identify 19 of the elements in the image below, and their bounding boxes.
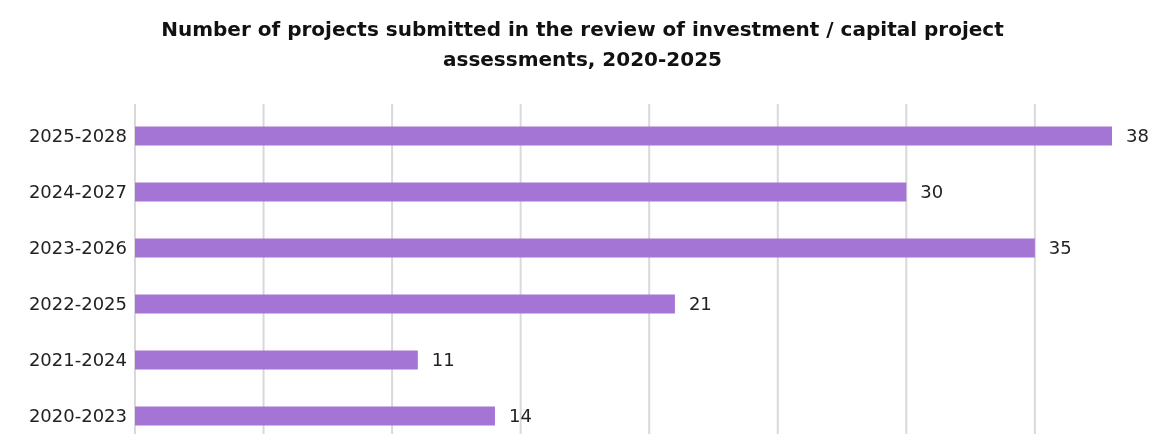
y-tick-label: 2024-2027 [28, 181, 127, 203]
bar [135, 294, 675, 314]
bar [135, 182, 907, 202]
data-label: 38 [1126, 125, 1149, 147]
y-tick-label: 2022-2025 [28, 293, 127, 315]
data-label: 14 [508, 405, 532, 427]
y-tick-label: 2023-2026 [28, 237, 127, 259]
data-label: 21 [688, 293, 712, 315]
data-label: 30 [920, 181, 944, 203]
y-tick-label: 2021-2024 [28, 349, 127, 371]
bar [135, 406, 495, 426]
bar [135, 238, 1035, 258]
bar [135, 350, 418, 370]
chart-title: Number of projects submitted in the review of investment / capital project assessments, 2020-2025 [161, 17, 1005, 71]
y-tick-label: 2020-2023 [28, 405, 127, 427]
y-tick-label: 2025-2028 [28, 125, 127, 147]
bar [135, 126, 1112, 146]
data-label: 11 [431, 349, 455, 371]
data-label: 35 [1048, 237, 1072, 259]
